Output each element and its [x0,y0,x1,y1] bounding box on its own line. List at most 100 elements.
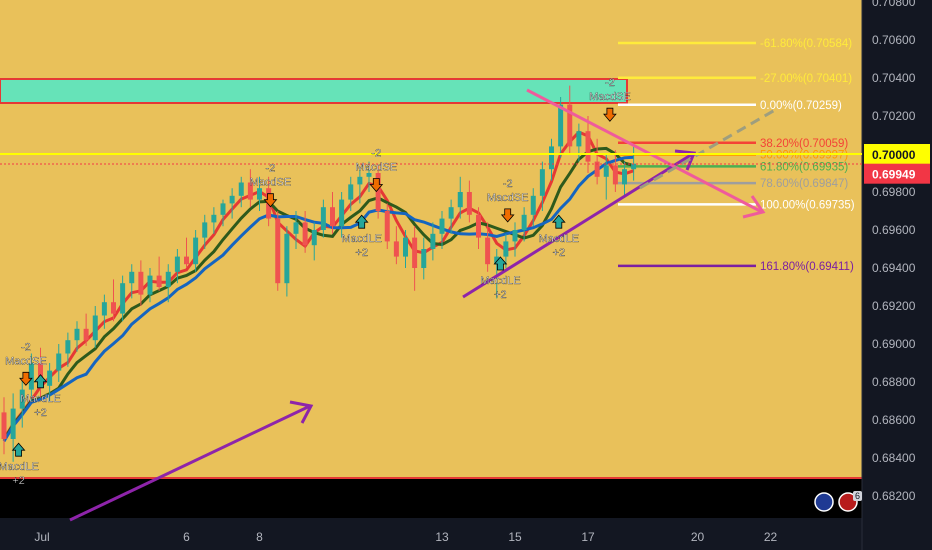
candle-body[interactable] [247,182,253,200]
short-signal-marker[interactable]: -2 MacdSE [5,341,47,386]
candle-body[interactable] [539,169,545,196]
long-signal-marker[interactable]: MacdLE +2 [480,256,521,301]
candle-body[interactable] [339,199,345,227]
fib-level-label: 38.20%(0.70059) [760,138,848,150]
candle-body[interactable] [357,176,363,185]
candle-body[interactable] [193,237,199,265]
candle-body[interactable] [83,328,89,341]
short-signal-marker[interactable]: -2 MacdSE [355,147,398,193]
candle-body[interactable] [594,161,600,177]
long-signal-marker[interactable]: MacdLE +2 [341,214,382,259]
ma-slow-blue[interactable] [2,155,634,443]
purple-support-line[interactable] [462,151,695,299]
candle-body[interactable] [165,271,171,287]
candle-body[interactable] [28,363,34,390]
candle-body[interactable] [585,131,591,162]
candle-body[interactable] [275,218,281,284]
candle-body[interactable] [320,207,326,230]
candle-body[interactable] [174,256,180,272]
candle-body[interactable] [549,146,554,170]
signal-count: +2 [355,247,368,259]
candle-body[interactable] [129,271,135,284]
x-tick-label: 15 [508,530,522,544]
candle-body[interactable] [348,184,354,200]
candle-body[interactable] [330,207,335,227]
candle-body[interactable] [156,275,162,287]
candle-body[interactable] [311,230,317,246]
candle-body[interactable] [120,283,126,314]
candle-body[interactable] [293,222,299,234]
sell-arrow-icon [369,178,384,193]
candle-body[interactable] [558,104,564,147]
candle-body[interactable] [485,237,491,265]
candle-body[interactable] [403,237,408,257]
signal-name: MacdLE [0,461,39,473]
candle-body[interactable] [184,256,189,265]
y-tick-label: 0.69800 [872,185,916,199]
candle-body[interactable] [1,412,7,439]
candle-body[interactable] [138,271,144,295]
candle-body[interactable] [366,173,372,177]
candle-body[interactable] [530,195,536,215]
grey-dashed-projection[interactable] [639,108,776,190]
candle-body[interactable] [421,249,427,268]
candle-body[interactable] [384,211,390,242]
candle-body[interactable] [512,230,518,242]
short-signal-marker[interactable]: -2 MacdSE [487,178,529,223]
signal-name: MacdSE [589,91,631,103]
candle-body[interactable] [503,241,509,257]
candle-body[interactable] [65,340,71,354]
purple-trend-arrow-lower[interactable] [69,404,311,522]
long-signal-marker[interactable]: MacdLE +2 [0,442,39,487]
sell-arrow-icon [263,193,278,208]
candle-body[interactable] [19,389,25,409]
fib-level-label: 61.80%(0.69935) [760,161,848,173]
current-price-tag-text: 0.69949 [872,168,916,182]
short-signal-marker[interactable]: -2 MacdSE [250,163,292,208]
candle-body[interactable] [393,241,399,257]
candle-body[interactable] [576,131,582,147]
candle-body[interactable] [448,207,454,219]
candle-body[interactable] [494,256,500,265]
candle-body[interactable] [567,104,573,147]
resistance-zone[interactable] [0,78,628,104]
long-signal-marker[interactable]: MacdLE +2 [20,374,61,419]
candle-body[interactable] [439,218,445,234]
candle-body[interactable] [101,302,107,316]
flag-icons[interactable]: 6 [814,491,862,512]
long-signal-marker[interactable]: MacdLE +2 [538,214,579,259]
signal-name: MacdSE [487,192,529,204]
pink-resistance-line[interactable] [526,88,763,214]
candle-body[interactable] [603,165,609,177]
candle-body[interactable] [74,328,80,341]
candle-body[interactable] [622,169,627,185]
candle-body[interactable] [111,302,116,314]
ma-mid-green[interactable] [2,146,635,441]
short-signal-marker[interactable]: -2 MacdSE [589,77,631,122]
candle-body[interactable] [412,237,418,268]
candle-body[interactable] [375,173,381,211]
candle-body[interactable] [202,222,208,238]
x-tick-label: 13 [435,530,449,544]
candle-body[interactable] [220,203,226,215]
candle-body[interactable] [476,214,481,238]
candle-body[interactable] [211,214,217,223]
candle-body[interactable] [284,233,290,284]
candle-body[interactable] [229,195,235,204]
candle-body[interactable] [47,370,53,386]
candle-body[interactable] [10,408,16,439]
candle-body[interactable] [56,353,62,371]
us-flag-icon [838,492,858,512]
candle-body[interactable] [612,165,618,185]
candle-body[interactable] [466,192,472,215]
candle-body[interactable] [238,182,244,196]
candle-body[interactable] [302,222,308,246]
candle-body[interactable] [92,315,98,341]
candle-body[interactable] [631,163,637,170]
candle-body[interactable] [457,192,463,208]
candle-body[interactable] [430,233,436,249]
candle-body[interactable] [257,188,262,200]
candle-body[interactable] [521,214,527,230]
candle-body[interactable] [147,275,153,295]
